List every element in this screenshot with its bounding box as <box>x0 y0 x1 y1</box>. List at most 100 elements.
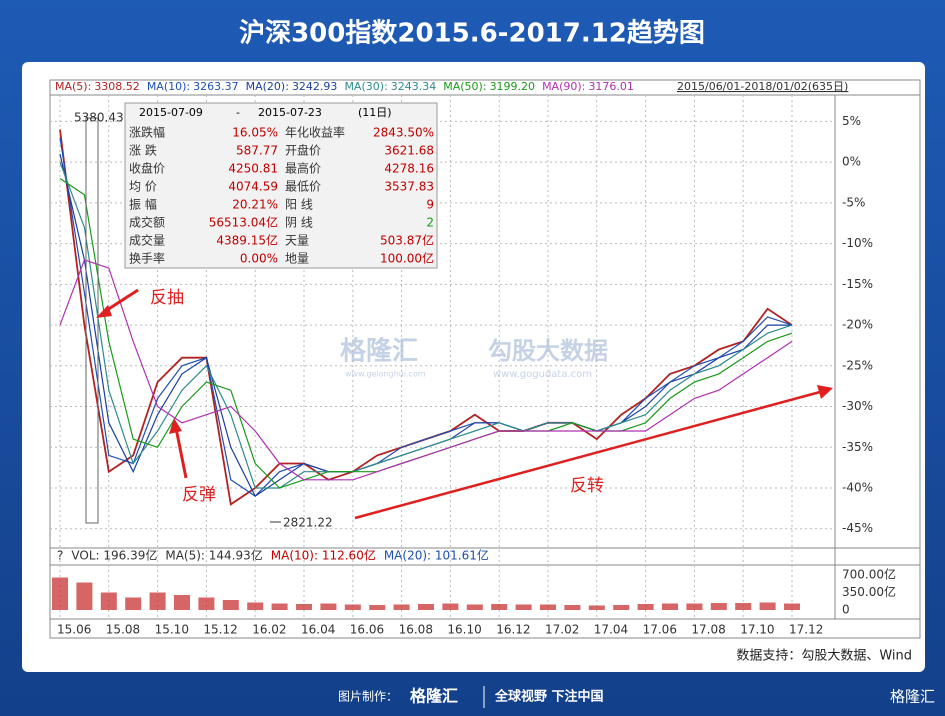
info-cell: 阴 线 <box>285 216 313 230</box>
legend-name: MA(10): <box>147 80 190 93</box>
info-start: 2015-07-09 <box>139 106 203 119</box>
arrows <box>96 288 833 520</box>
info-cell: 4074.59 <box>228 180 278 194</box>
range: 2015/06/01-2018/01/02(635日) <box>677 80 848 93</box>
vol-bar <box>149 592 166 610</box>
vol-tick-label: 0 <box>842 603 850 617</box>
info-cell: 振 幅 <box>129 197 157 212</box>
info-cell: 4278.16 <box>384 162 434 176</box>
x-tick-label: 17.06 <box>643 623 677 637</box>
info-cell: 最高价 <box>285 161 321 176</box>
trend <box>354 390 821 520</box>
x-tick-label: 16.10 <box>447 623 481 637</box>
info-cell: 587.77 <box>236 144 278 158</box>
low-label: 2821.22 <box>283 516 333 530</box>
vol-bar <box>662 603 678 610</box>
x-tick-label: 17.08 <box>691 623 725 637</box>
legend-name: MA(50): <box>443 80 486 93</box>
vol-bar <box>247 602 264 610</box>
vol-bar <box>735 603 752 610</box>
info-cell: 收盘价 <box>129 161 165 176</box>
info-cell: 56513.04亿 <box>209 215 278 230</box>
title: 沪深300指数2015.6-2017.12趋势图 <box>239 19 705 49</box>
y-tick-label: -5% <box>842 195 865 209</box>
vol-bar <box>271 603 288 610</box>
vol-legend: MA(5): 144.93亿 <box>165 548 262 563</box>
legend-value: 3199.20 <box>490 80 536 93</box>
vol-bar <box>418 604 434 610</box>
legend-value: 3176.01 <box>588 80 634 93</box>
vol-legend: MA(20): 101.61亿 <box>384 548 489 563</box>
vol-bar <box>540 604 556 610</box>
y-tick-label: -20% <box>842 318 873 332</box>
info-cell: 换手率 <box>129 251 165 266</box>
info-cell: 20.21% <box>232 198 278 212</box>
logo: 格隆汇 <box>410 687 458 706</box>
info-cell: 100.00亿 <box>380 251 434 266</box>
vol-bar <box>637 604 654 610</box>
legend-name: MA(90): <box>542 80 585 93</box>
arrow-head <box>169 418 182 434</box>
info-cell: 3537.83 <box>384 180 434 194</box>
x-tick-label: 15.06 <box>57 623 91 637</box>
slogan: 全球视野 下注中国 <box>494 689 604 705</box>
vol-bar <box>588 605 605 610</box>
x-tick-label: 16.02 <box>252 623 286 637</box>
x-tick-label: 15.08 <box>106 623 140 637</box>
legend-value: 3308.52 <box>94 80 140 93</box>
info-cell: 成交量 <box>129 233 165 248</box>
highlight <box>85 117 99 524</box>
x-tick-label: 16.12 <box>496 623 530 637</box>
vol-bar <box>344 604 361 610</box>
info-cell: 开盘价 <box>285 143 321 158</box>
vol-tick-label: 700.00亿 <box>842 567 896 582</box>
info-cell: 2 <box>426 216 434 230</box>
info-cell: 地量 <box>285 252 309 266</box>
vol-bar <box>613 605 630 610</box>
vol-bar <box>125 597 142 610</box>
info-cell: 2843.50% <box>373 126 434 140</box>
vol-bar <box>686 603 703 610</box>
wm: www.gogudata.com <box>493 369 592 380</box>
y-tick-label: -15% <box>842 277 873 291</box>
vol-legend: ? <box>57 549 63 563</box>
x-tick-label: 17.10 <box>740 623 774 637</box>
info-cell: 最低价 <box>285 180 321 194</box>
vol-bar <box>222 600 239 610</box>
x-tick-label: 16.08 <box>399 623 433 637</box>
y-tick-label: -40% <box>842 480 873 494</box>
info-box: 2015-07-09 - 2015-07-23 (11日) 涨跌幅 16.05% 年… <box>124 102 438 269</box>
high-label: 5380.43 <box>74 111 124 125</box>
vol-bar <box>710 603 727 610</box>
vol-bar <box>564 605 581 610</box>
info-cell: 年化收益率 <box>285 125 345 140</box>
x-tick-label: 16.06 <box>350 623 384 637</box>
source: 数据支持：勾股大数据、Wind <box>736 649 912 664</box>
info-cell: 503.87亿 <box>380 233 434 248</box>
vol-legend: MA(10): 112.60亿 <box>271 548 376 563</box>
info-cell: 均 价 <box>129 180 157 194</box>
vol-bar <box>320 603 337 610</box>
info-days: (11日) <box>358 106 392 119</box>
vol-bar <box>174 595 190 610</box>
vol-bar <box>759 602 776 610</box>
y-tick-label: -35% <box>842 440 873 454</box>
info-cell: 成交额 <box>129 215 165 230</box>
info-cell: 天量 <box>285 234 309 248</box>
legend-name: MA(5): <box>55 80 91 93</box>
note: 反转 <box>570 476 604 496</box>
info-cell: 涨 跌 <box>129 143 157 158</box>
line <box>59 259 793 481</box>
note: 反弹 <box>182 485 216 505</box>
arrow <box>103 288 139 314</box>
y-tick-label: 5% <box>842 114 861 128</box>
info-cell: 4250.81 <box>228 162 278 176</box>
vol-bar <box>393 604 410 610</box>
legend-value: 3263.37 <box>193 80 239 93</box>
y-tick-label: -25% <box>842 358 873 372</box>
vol-bar <box>466 604 483 610</box>
legend-name: MA(30): <box>344 80 387 93</box>
x-tick-label: 17.12 <box>789 623 823 637</box>
